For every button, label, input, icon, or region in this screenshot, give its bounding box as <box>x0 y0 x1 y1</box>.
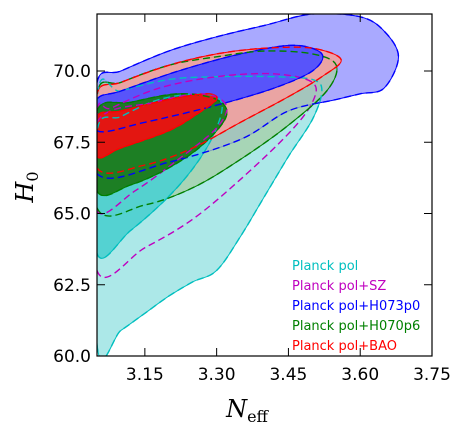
legend: Planck pol Planck pol+SZ Planck pol+H073p0… <box>292 259 420 354</box>
y-tick-label: 62.5 <box>53 276 91 296</box>
contour-68-dashed-0 <box>97 93 223 260</box>
x-tick-label: 3.45 <box>269 365 307 385</box>
contour-layer <box>97 14 400 356</box>
plot-frame <box>96 13 433 357</box>
y-axis-label: H0 <box>11 171 42 203</box>
contour-68-4 <box>97 93 218 159</box>
y-tick-label: 60.0 <box>53 347 91 367</box>
x-tick-label: 3.30 <box>198 365 236 385</box>
x-tick-label: 3.60 <box>341 365 379 385</box>
contour-95-dashed-2 <box>97 14 400 179</box>
y-tick-label: 65.0 <box>53 205 91 225</box>
contour-68-dashed-3 <box>97 93 228 197</box>
contour-68-dashed-1 <box>97 93 228 215</box>
x-axis-label: Neff <box>225 395 269 426</box>
legend-entry: Planck pol+H073p0 <box>292 299 420 314</box>
legend-entry: Planck pol+H070p6 <box>292 319 420 334</box>
axis-ticks: 3.15 3.30 3.45 3.60 3.75 60.0 62.5 65.0 67.5 70.0 <box>53 14 451 385</box>
legend-entry: Planck pol+BAO <box>292 339 397 354</box>
x-tick-label: 3.75 <box>413 365 451 385</box>
x-tick-label: 3.15 <box>126 365 164 385</box>
contour-95-dashed-3 <box>97 50 338 217</box>
legend-entry: Planck pol <box>292 259 358 274</box>
y-tick-label: 70.0 <box>53 62 91 82</box>
contour-95-dashed-4 <box>97 46 342 174</box>
y-tick-label: 67.5 <box>53 133 91 153</box>
legend-entry: Planck pol+SZ <box>292 279 386 294</box>
contour-95-dashed-1 <box>97 72 317 279</box>
